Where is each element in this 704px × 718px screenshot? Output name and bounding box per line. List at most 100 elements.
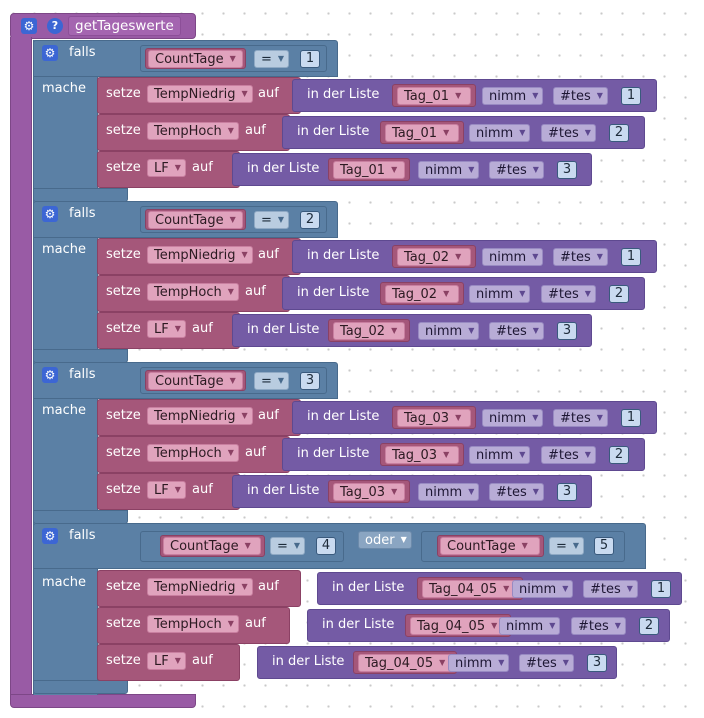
index-number-field[interactable]: 3 xyxy=(557,322,577,340)
procedure-name-field[interactable]: getTageswerte xyxy=(68,16,181,36)
chevron-down-icon: ▼ xyxy=(443,450,450,459)
list-mode-dropdown[interactable]: nimm ▼ xyxy=(512,580,574,598)
list-position-dropdown[interactable]: #tes ▼ xyxy=(519,654,574,672)
index-number-field[interactable]: 2 xyxy=(639,617,659,635)
list-position-dropdown-text: #tes xyxy=(548,126,579,141)
list-position-dropdown[interactable]: #tes ▼ xyxy=(553,248,608,266)
variable-dropdown[interactable]: CountTage ▼ xyxy=(148,50,243,68)
list-variable-dropdown[interactable]: Tag_02 ▼ xyxy=(397,248,471,266)
operator-dropdown[interactable]: = ▼ xyxy=(254,50,290,68)
variable-dropdown[interactable]: TempHoch ▼ xyxy=(147,444,239,462)
index-number-field[interactable]: 1 xyxy=(621,87,641,105)
chevron-down-icon: ▼ xyxy=(498,658,505,667)
index-number-field[interactable]: 3 xyxy=(587,654,607,672)
index-number-field[interactable]: 1 xyxy=(621,248,641,266)
list-position-dropdown[interactable]: #tes ▼ xyxy=(571,617,626,635)
variable-dropdown[interactable]: CountTage ▼ xyxy=(440,537,540,555)
list-mode-dropdown[interactable]: nimm ▼ xyxy=(418,322,480,340)
variable-dropdown[interactable]: TempNiedrig ▼ xyxy=(147,85,253,103)
set-variable-block[interactable] xyxy=(97,77,301,114)
index-number-field[interactable]: 1 xyxy=(651,580,671,598)
list-mode-dropdown[interactable]: nimm ▼ xyxy=(499,617,561,635)
variable-dropdown[interactable]: CountTage ▼ xyxy=(163,537,261,555)
index-number-field[interactable]: 2 xyxy=(609,285,629,303)
gear-icon[interactable]: ⚙ xyxy=(42,528,58,544)
list-variable-dropdown[interactable]: Tag_02 ▼ xyxy=(333,322,405,340)
list-position-dropdown[interactable]: #tes ▼ xyxy=(489,483,544,501)
list-mode-dropdown[interactable]: nimm ▼ xyxy=(448,654,510,672)
number-field[interactable]: 4 xyxy=(316,537,336,555)
index-number-field[interactable]: 2 xyxy=(609,446,629,464)
gear-icon[interactable]: ⚙ xyxy=(42,206,58,222)
list-position-dropdown[interactable]: #tes ▼ xyxy=(489,161,544,179)
mache-label: mache xyxy=(42,242,87,257)
operator-dropdown[interactable]: = ▼ xyxy=(549,537,585,555)
variable-dropdown[interactable]: CountTage ▼ xyxy=(148,372,243,390)
chevron-down-icon: ▼ xyxy=(174,485,181,494)
variable-dropdown[interactable]: LF ▼ xyxy=(147,320,186,338)
list-position-dropdown[interactable]: #tes ▼ xyxy=(541,124,596,142)
index-number-field[interactable]: 1 xyxy=(621,409,641,427)
list-variable-dropdown[interactable]: Tag_03 ▼ xyxy=(385,446,459,464)
list-variable-dropdown[interactable]: Tag_04_05 ▼ xyxy=(358,654,452,672)
variable-dropdown[interactable]: LF ▼ xyxy=(147,652,186,670)
variable-dropdown[interactable]: TempNiedrig ▼ xyxy=(147,246,253,264)
list-position-dropdown-text: #tes xyxy=(560,250,591,265)
in-der-liste-label: in der Liste xyxy=(247,483,320,498)
variable-dropdown[interactable]: LF ▼ xyxy=(147,159,186,177)
list-variable-dropdown[interactable]: Tag_03 ▼ xyxy=(333,483,405,501)
operator-dropdown[interactable]: = ▼ xyxy=(270,537,306,555)
chevron-down-icon: ▼ xyxy=(293,541,301,550)
index-number-field[interactable]: 3 xyxy=(557,483,577,501)
operator-dropdown[interactable]: = ▼ xyxy=(254,372,290,390)
list-variable-dropdown[interactable]: Tag_03 ▼ xyxy=(397,409,471,427)
list-mode-dropdown[interactable]: nimm ▼ xyxy=(482,248,544,266)
list-position-dropdown[interactable]: #tes ▼ xyxy=(583,580,638,598)
list-mode-dropdown[interactable]: nimm ▼ xyxy=(469,446,531,464)
list-mode-dropdown[interactable]: nimm ▼ xyxy=(418,161,480,179)
list-variable-dropdown[interactable]: Tag_04_05 ▼ xyxy=(422,580,518,598)
setze-label: setze xyxy=(106,321,141,336)
number-field[interactable]: 2 xyxy=(300,211,320,229)
variable-dropdown[interactable]: TempNiedrig ▼ xyxy=(147,407,253,425)
gear-icon[interactable]: ⚙ xyxy=(42,45,58,61)
list-variable-dropdown[interactable]: Tag_01 ▼ xyxy=(397,87,471,105)
number-field[interactable]: 3 xyxy=(300,372,320,390)
gear-icon[interactable]: ⚙ xyxy=(42,367,58,383)
list-variable-dropdown[interactable]: Tag_01 ▼ xyxy=(333,161,405,179)
chevron-down-icon: ▼ xyxy=(229,215,236,224)
list-position-dropdown[interactable]: #tes ▼ xyxy=(553,409,608,427)
variable-dropdown[interactable]: CountTage ▼ xyxy=(148,211,243,229)
chevron-down-icon: ▼ xyxy=(277,376,285,385)
list-position-dropdown[interactable]: #tes ▼ xyxy=(541,446,596,464)
variable-dropdown[interactable]: TempNiedrig ▼ xyxy=(147,578,253,596)
list-position-dropdown[interactable]: #tes ▼ xyxy=(541,285,596,303)
setze-label: setze xyxy=(106,445,141,460)
variable-dropdown[interactable]: TempHoch ▼ xyxy=(147,122,239,140)
list-mode-dropdown[interactable]: nimm ▼ xyxy=(469,285,531,303)
list-variable-dropdown[interactable]: Tag_02 ▼ xyxy=(385,285,459,303)
list-variable-dropdown-text: Tag_02 xyxy=(404,250,450,265)
variable-dropdown[interactable]: LF ▼ xyxy=(147,481,186,499)
help-icon[interactable]: ? xyxy=(47,18,63,34)
setze-label: setze xyxy=(106,408,141,423)
list-position-dropdown[interactable]: #tes ▼ xyxy=(489,322,544,340)
list-variable-dropdown[interactable]: Tag_01 ▼ xyxy=(385,124,459,142)
number-field[interactable]: 5 xyxy=(594,537,614,555)
variable-dropdown[interactable]: TempHoch ▼ xyxy=(147,615,239,633)
operator-dropdown[interactable]: = ▼ xyxy=(254,211,290,229)
gear-icon[interactable]: ⚙ xyxy=(21,18,37,34)
list-variable-dropdown[interactable]: Tag_04_05 ▼ xyxy=(410,617,506,635)
list-position-dropdown[interactable]: #tes ▼ xyxy=(553,87,608,105)
list-mode-dropdown[interactable]: nimm ▼ xyxy=(418,483,480,501)
list-mode-dropdown[interactable]: nimm ▼ xyxy=(482,409,544,427)
list-mode-dropdown[interactable]: nimm ▼ xyxy=(469,124,531,142)
index-number-field[interactable]: 2 xyxy=(609,124,629,142)
list-mode-dropdown[interactable]: nimm ▼ xyxy=(482,87,544,105)
chevron-down-icon: ▼ xyxy=(596,91,603,100)
index-number-field[interactable]: 3 xyxy=(557,161,577,179)
logic-operator-dropdown[interactable]: oder ▼ xyxy=(358,531,412,549)
number-field[interactable]: 1 xyxy=(300,50,320,68)
variable-dropdown[interactable]: TempHoch ▼ xyxy=(147,283,239,301)
list-get-block[interactable] xyxy=(232,153,592,186)
